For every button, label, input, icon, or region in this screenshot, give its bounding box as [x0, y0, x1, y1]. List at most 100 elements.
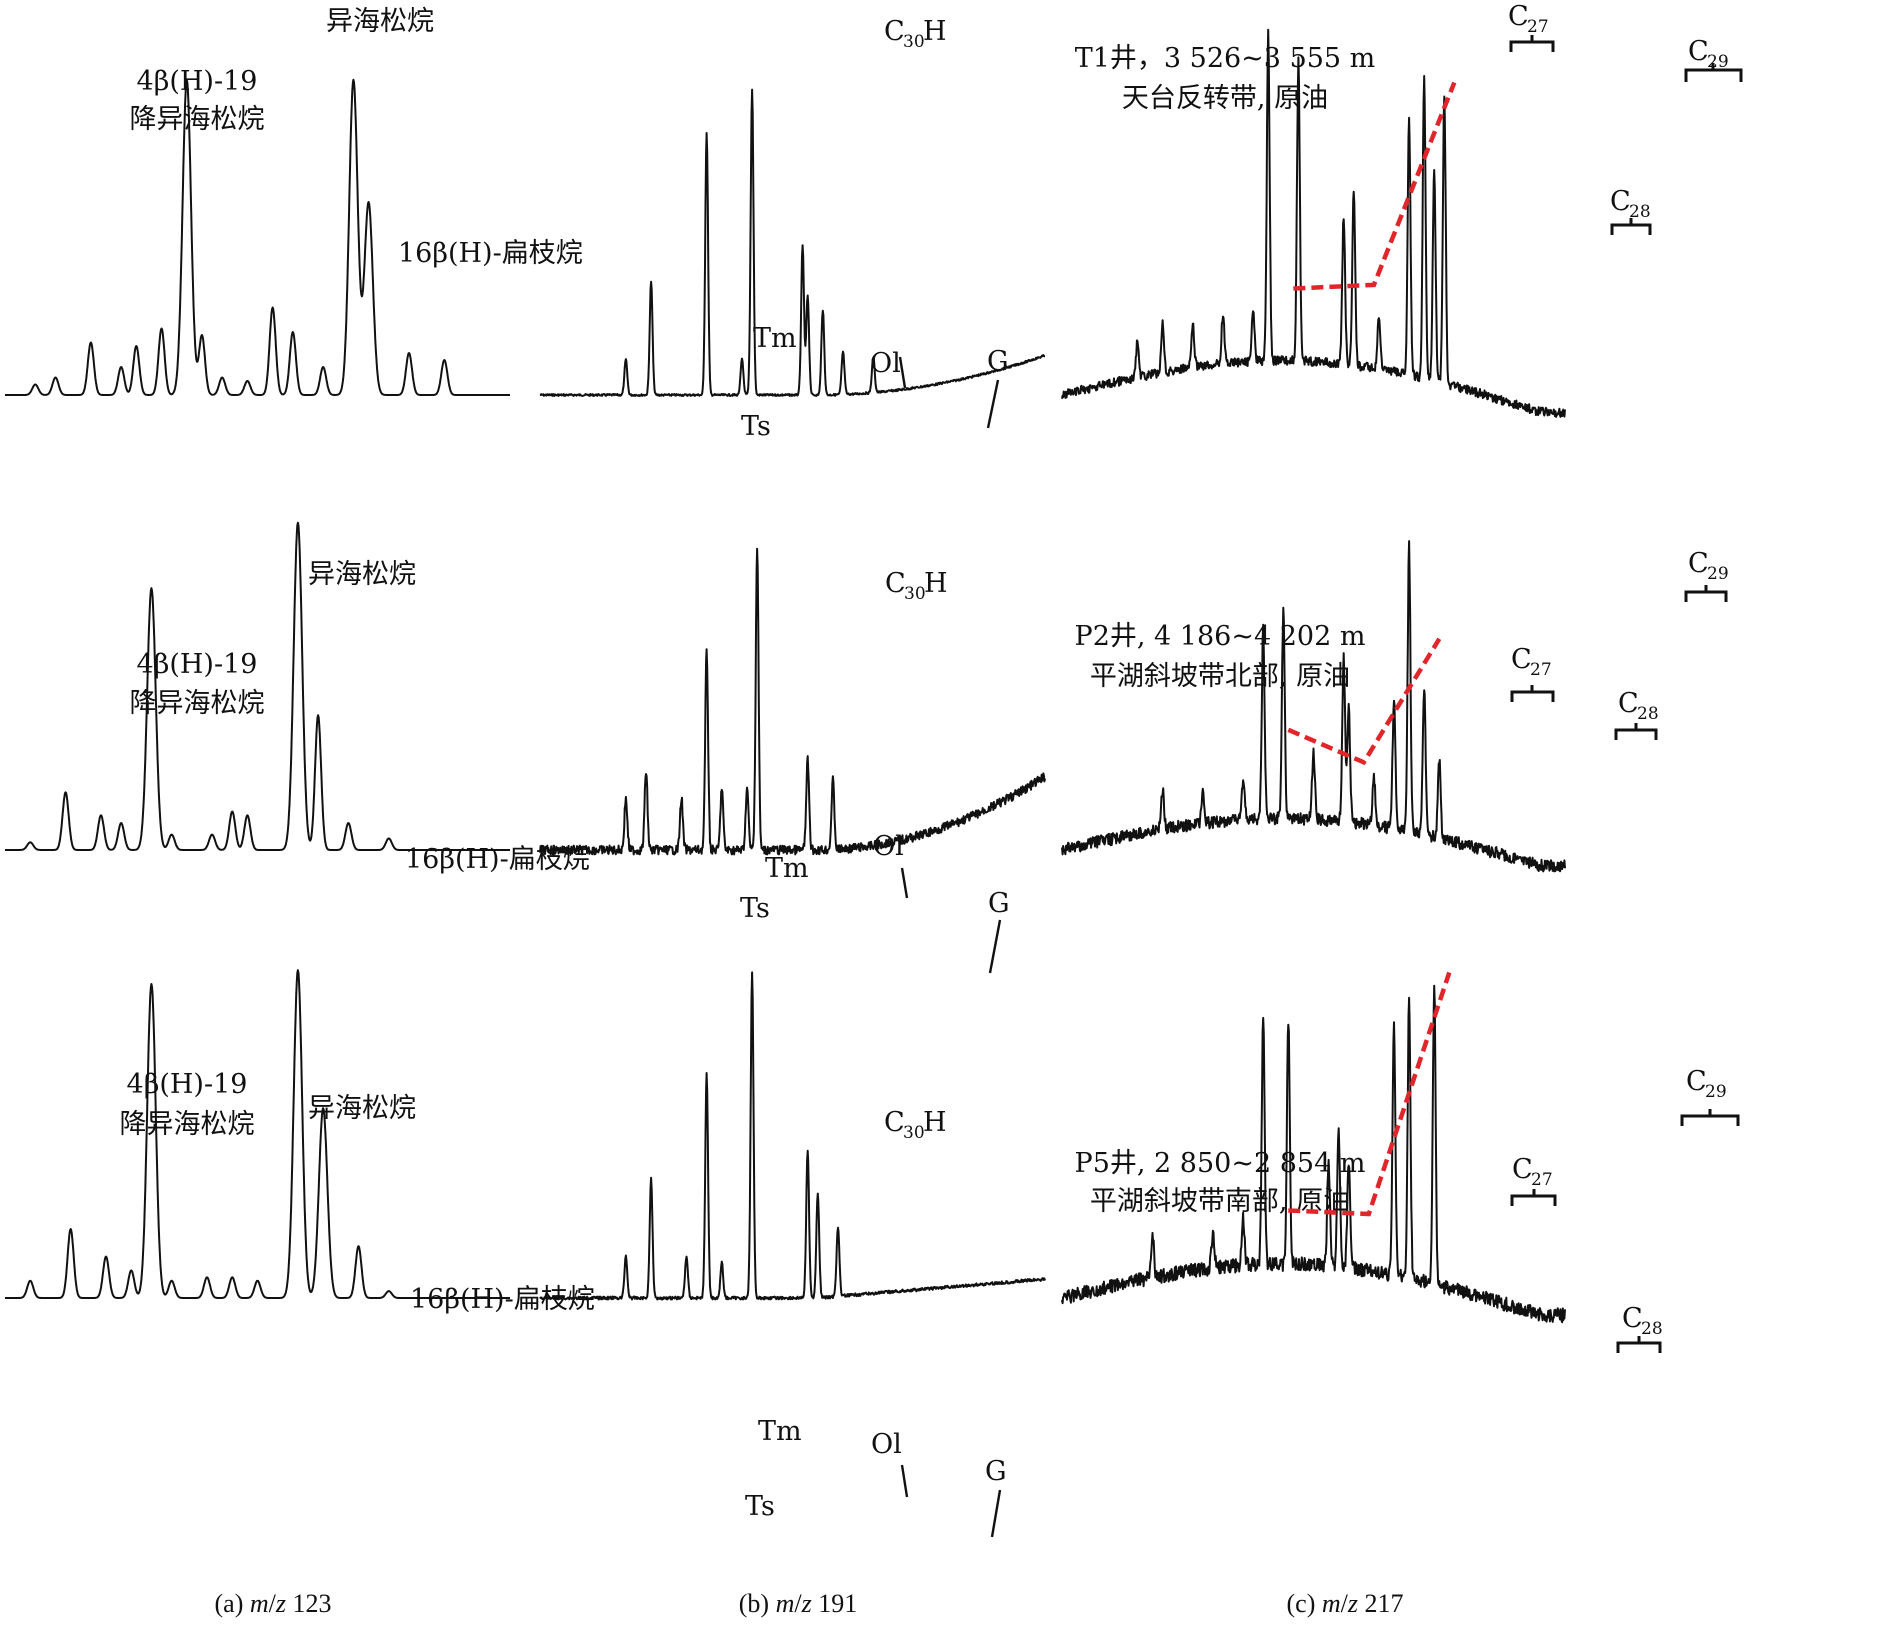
b2-ts-label: Ts	[740, 893, 770, 924]
b1-well-label-2: 天台反转带, 原油	[1122, 83, 1328, 114]
svg-text:H: H	[924, 568, 948, 599]
c3-c29-label: C 29	[1686, 1066, 1727, 1102]
b3-g-label: G	[985, 1456, 1007, 1487]
b2-tm-label: Tm	[765, 853, 809, 884]
a1-norisopimarane-label-2: 降异海松烷	[130, 104, 265, 135]
b1-tm-label: Tm	[753, 323, 797, 354]
b1-hopane-label: C 30 H	[884, 16, 947, 52]
c2-c29-bracket	[1684, 585, 1728, 602]
svg-text:27: 27	[1531, 1170, 1553, 1190]
svg-text:C: C	[1610, 186, 1631, 217]
b2-hopane-label: C 30 H	[885, 568, 948, 604]
trace-a2	[4, 521, 511, 851]
trace-c3	[1061, 984, 1566, 1324]
a3-norisopimarane-label-1: 4β(H)-19	[127, 1069, 248, 1100]
c2-c28-label: C 28	[1618, 688, 1659, 724]
b3-ts-label: Ts	[745, 1491, 775, 1522]
b2-well-label-1: P2井, 4 186~4 202 m	[1075, 621, 1366, 652]
svg-text:C: C	[1512, 1154, 1533, 1185]
trace-b1	[539, 88, 1046, 397]
trace-c1	[1061, 28, 1566, 418]
c3-c28-label: C 28	[1622, 1303, 1663, 1339]
svg-text:30: 30	[904, 584, 926, 604]
svg-text:29: 29	[1705, 1082, 1727, 1102]
svg-text:29: 29	[1707, 564, 1729, 584]
trend-line-c2	[1287, 637, 1442, 766]
c1-c29-bracket	[1684, 63, 1743, 82]
trace-b3	[539, 971, 1046, 1301]
c2-c27-label: C 27	[1511, 644, 1552, 680]
b3-hopane-label: C 30 H	[884, 1107, 947, 1143]
caption-c: (c) m/z 217	[1287, 1589, 1404, 1618]
trace-a1	[4, 78, 511, 396]
a3-phyllocladane-label: 16β(H)-扁枝烷	[410, 1284, 595, 1315]
svg-text:C: C	[1622, 1303, 1643, 1334]
c2-c29-label: C 29	[1688, 548, 1729, 584]
trend-line-c3	[1288, 971, 1452, 1217]
c1-c27-bracket	[1509, 35, 1555, 52]
b1-g-leader	[986, 379, 1000, 429]
c3-c27-bracket	[1510, 1189, 1557, 1206]
svg-text:30: 30	[903, 1123, 925, 1143]
a1-phyllocladane-label: 16β(H)-扁枝烷	[398, 238, 583, 269]
c1-c28-label: C 28	[1610, 186, 1651, 222]
svg-text:H: H	[923, 16, 947, 47]
b1-g-label: G	[987, 346, 1009, 377]
chromatogram-traces	[4, 28, 1566, 1324]
sterane-trend-lines	[1287, 81, 1457, 1217]
c2-c27-bracket	[1510, 685, 1555, 702]
trace-a3	[4, 969, 511, 1299]
caption-a: (a) m/z 123	[215, 1589, 332, 1618]
b3-tm-label: Tm	[758, 1416, 802, 1447]
svg-text:27: 27	[1530, 660, 1552, 680]
a2-phyllocladane-label: 16β(H)-扁枝烷	[405, 844, 590, 875]
c3-c27-label: C 27	[1512, 1154, 1553, 1190]
svg-text:28: 28	[1637, 704, 1659, 724]
c1-c27-label: C 27	[1508, 1, 1549, 37]
b2-ol-leader	[900, 867, 909, 899]
svg-text:C: C	[1686, 1066, 1707, 1097]
b3-g-leader	[990, 1489, 1002, 1538]
svg-text:28: 28	[1629, 202, 1651, 222]
b3-ol-leader	[900, 1464, 909, 1498]
trace-b2	[539, 547, 1046, 856]
svg-text:C: C	[885, 568, 906, 599]
b3-ol-label: Ol	[871, 1429, 902, 1460]
svg-text:C: C	[884, 1107, 905, 1138]
svg-text:C: C	[1688, 548, 1709, 579]
svg-text:C: C	[1511, 644, 1532, 675]
a1-isopimarane-label: 异海松烷	[326, 6, 434, 37]
c3-c28-bracket	[1616, 1336, 1662, 1353]
svg-text:H: H	[923, 1107, 947, 1138]
b2-well-label-2: 平湖斜坡带北部, 原油	[1090, 661, 1350, 692]
caption-b: (b) m/z 191	[739, 1589, 857, 1618]
c2-c28-bracket	[1614, 723, 1658, 740]
svg-text:C: C	[1508, 1, 1529, 32]
a2-norisopimarane-label-2: 降异海松烷	[130, 688, 265, 719]
a3-isopimarane-label: 异海松烷	[308, 1093, 416, 1124]
b1-ol-leader	[898, 356, 907, 389]
c1-c29-label: C 29	[1688, 36, 1729, 72]
svg-text:C: C	[1618, 688, 1639, 719]
svg-text:C: C	[884, 16, 905, 47]
c3-c29-bracket	[1680, 1109, 1740, 1126]
svg-text:28: 28	[1641, 1319, 1663, 1339]
b2-ol-label: Ol	[873, 831, 904, 862]
trend-line-c1	[1293, 81, 1457, 291]
a3-norisopimarane-label-2: 降异海松烷	[120, 1109, 255, 1140]
b2-g-leader	[988, 919, 1002, 974]
b1-well-label-1: T1井，3 526~3 555 m	[1075, 43, 1376, 74]
a2-norisopimarane-label-1: 4β(H)-19	[137, 649, 258, 680]
svg-text:30: 30	[903, 32, 925, 52]
b2-g-label: G	[988, 888, 1010, 919]
b1-ts-label: Ts	[741, 411, 771, 442]
c1-c28-bracket	[1610, 218, 1652, 235]
trace-c2	[1061, 540, 1566, 873]
svg-text:27: 27	[1527, 17, 1549, 37]
a1-norisopimarane-label-1: 4β(H)-19	[137, 66, 258, 97]
svg-text:C: C	[1688, 36, 1709, 67]
b3-well-label-1: P5井, 2 850~2 854 m	[1075, 1148, 1366, 1179]
a2-isopimarane-label: 异海松烷	[308, 559, 416, 590]
b1-ol-label: Ol	[870, 348, 901, 379]
